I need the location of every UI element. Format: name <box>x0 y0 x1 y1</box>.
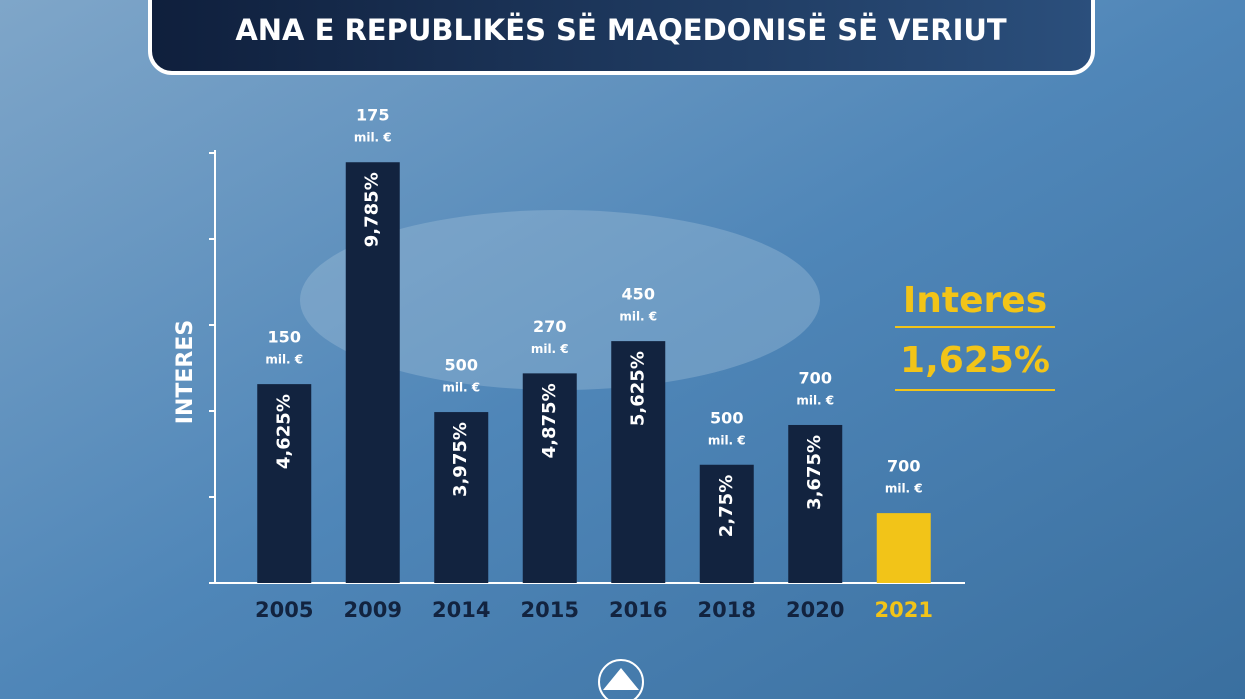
emblem <box>598 659 644 699</box>
bar <box>788 424 843 583</box>
amount-label: 700 <box>799 368 832 387</box>
amount-label: 450 <box>622 285 655 304</box>
annotation-title: Interes <box>903 280 1047 321</box>
x-tick-label: 2014 <box>432 598 490 622</box>
amount-label: 500 <box>445 356 478 375</box>
amount-unit: mil. € <box>354 131 392 145</box>
x-tick-label: 2005 <box>255 598 313 622</box>
amount-unit: mil. € <box>708 433 746 447</box>
amount-unit: mil. € <box>531 342 569 356</box>
bar <box>699 464 754 583</box>
x-tick-label: 2020 <box>786 598 844 622</box>
amount-unit: mil. € <box>619 310 657 324</box>
chart-title: ANA E REPUBLIKËS SË MAQEDONISË SË VERIUT <box>235 13 1007 47</box>
amount-label: 700 <box>887 457 920 476</box>
bar <box>345 162 400 583</box>
amount-label: 270 <box>533 317 566 336</box>
header <box>148 0 1095 75</box>
amount-label: 175 <box>356 106 389 125</box>
value-label: 5,625% <box>627 351 648 426</box>
value-label: 2,75% <box>716 475 737 537</box>
x-tick-label: 2016 <box>609 598 667 622</box>
y-axis-label: INTERES <box>173 320 198 424</box>
x-tick-label: 2021 <box>875 598 933 622</box>
amount-label: 500 <box>710 408 743 427</box>
amount-unit: mil. € <box>796 393 834 407</box>
amount-unit: mil. € <box>265 353 303 367</box>
amount-unit: mil. € <box>442 381 480 395</box>
x-tick-label: 2009 <box>344 598 402 622</box>
value-label: 9,785% <box>362 172 383 247</box>
amount-label: 150 <box>268 328 301 347</box>
bar <box>434 412 489 583</box>
value-label: 4,875% <box>539 383 560 458</box>
bar <box>611 341 666 583</box>
value-label: 3,675% <box>804 435 825 510</box>
value-label: 4,625% <box>273 394 294 469</box>
bar <box>876 513 931 583</box>
annotation-value: 1,625% <box>900 340 1050 381</box>
value-label: 3,975% <box>450 422 471 497</box>
amount-unit: mil. € <box>885 482 923 496</box>
bar <box>257 384 312 583</box>
x-tick-label: 2015 <box>521 598 579 622</box>
backdrop-shape <box>300 210 820 390</box>
x-tick-label: 2018 <box>698 598 756 622</box>
bar <box>522 373 577 583</box>
